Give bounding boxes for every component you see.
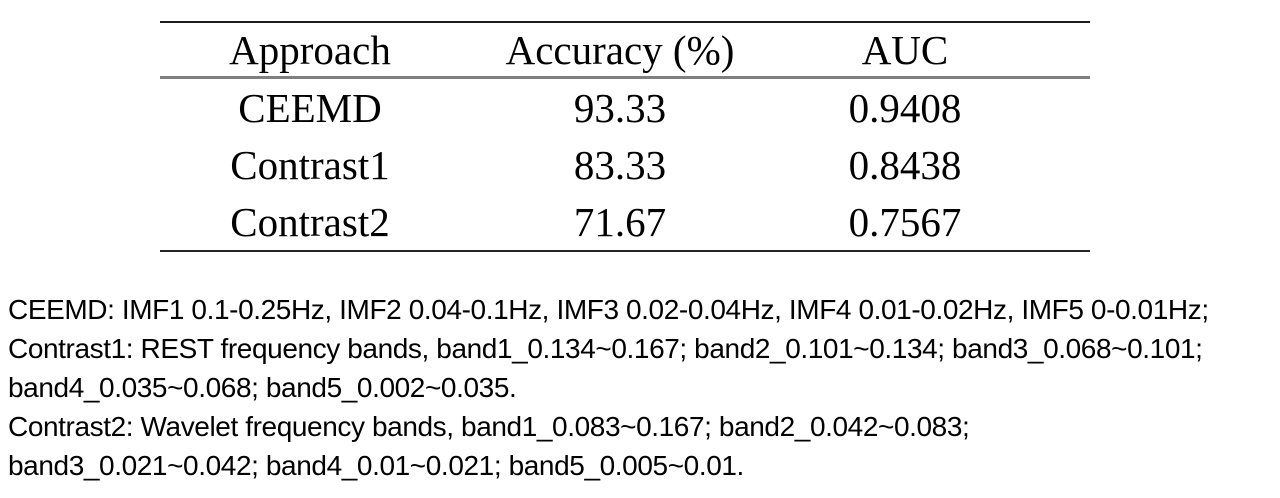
note-line-ceemd: CEEMD: IMF1 0.1-0.25Hz, IMF2 0.04-0.1Hz,… xyxy=(8,294,1209,325)
row-spacer xyxy=(1030,221,1090,223)
table-header-rule xyxy=(160,76,1090,79)
row-spacer xyxy=(1030,107,1090,109)
table-row-contrast2: Contrast2 71.67 0.7567 xyxy=(160,193,1090,250)
table-notes: CEEMD: IMF1 0.1-0.25Hz, IMF2 0.04-0.1Hz,… xyxy=(8,290,1280,485)
table-bottom-rule xyxy=(160,250,1090,252)
cell-approach: CEEMD xyxy=(238,85,382,131)
column-header-accuracy: Accuracy (%) xyxy=(505,27,735,73)
results-table: Approach Accuracy (%) AUC CEEMD 93.33 0.… xyxy=(160,21,1090,252)
table-header-row: Approach Accuracy (%) AUC xyxy=(160,23,1090,76)
header-spacer xyxy=(1030,49,1090,51)
row-spacer xyxy=(1030,164,1090,166)
cell-approach: Contrast1 xyxy=(230,142,390,188)
cell-accuracy: 71.67 xyxy=(573,199,667,245)
cell-accuracy: 93.33 xyxy=(573,85,667,131)
cell-approach: Contrast2 xyxy=(230,199,390,245)
column-header-approach: Approach xyxy=(229,27,391,73)
column-header-auc: AUC xyxy=(861,27,949,73)
note-line-contrast1: Contrast1: REST frequency bands, band1_0… xyxy=(8,333,1203,364)
note-line-contrast2-cont: band3_0.021~0.042; band4_0.01~0.021; ban… xyxy=(8,450,744,481)
cell-auc: 0.8438 xyxy=(848,142,962,188)
note-line-contrast2: Contrast2: Wavelet frequency bands, band… xyxy=(8,411,970,442)
cell-accuracy: 83.33 xyxy=(573,142,667,188)
cell-auc: 0.9408 xyxy=(848,85,962,131)
table-top-rule xyxy=(160,21,1090,23)
note-line-contrast1-cont: band4_0.035~0.068; band5_0.002~0.035. xyxy=(8,372,517,403)
table-row-contrast1: Contrast1 83.33 0.8438 xyxy=(160,136,1090,193)
cell-auc: 0.7567 xyxy=(848,199,962,245)
table-row-ceemd: CEEMD 93.33 0.9408 xyxy=(160,79,1090,136)
